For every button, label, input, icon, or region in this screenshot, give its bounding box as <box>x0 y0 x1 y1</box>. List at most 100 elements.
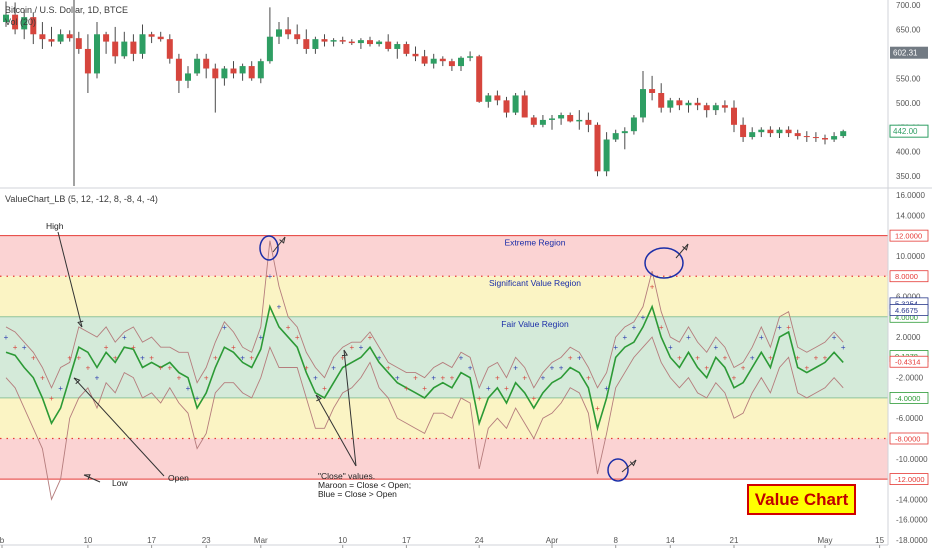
close-marker: + <box>22 343 27 352</box>
level-label: -4.0000 <box>895 394 920 403</box>
close-marker: + <box>359 343 364 352</box>
close-marker: + <box>113 353 118 362</box>
level-label-box <box>889 304 929 316</box>
close-marker: + <box>122 333 127 342</box>
time-tick-label: May <box>817 536 832 545</box>
highlight-arrow-low-head <box>629 459 637 467</box>
indicator-legend[interactable]: ValueChart_LB (5, 12, -12, 8, -8, 4, -4) <box>5 194 158 204</box>
candle-body <box>348 41 355 44</box>
time-tick-label: 24 <box>475 536 484 545</box>
candle-body <box>667 100 674 108</box>
candle-body <box>166 39 173 59</box>
candle-body <box>812 137 819 139</box>
candle-body <box>185 73 191 81</box>
close-marker: + <box>550 364 555 373</box>
vc-tick-label: 16.0000 <box>896 191 925 200</box>
candle-body <box>749 132 756 138</box>
close-marker: + <box>741 364 746 373</box>
candle-body <box>139 34 146 54</box>
close-marker: + <box>814 353 819 362</box>
close-marker: + <box>586 374 591 383</box>
level-label-box <box>889 392 929 404</box>
arrow-low <box>83 474 101 483</box>
value-region <box>0 438 888 480</box>
price-tick-label: 650.00 <box>896 25 921 34</box>
candle-body <box>476 56 483 102</box>
close-marker: + <box>95 374 100 383</box>
arrow-close-a-head <box>341 349 348 357</box>
price-tick-label: 500.00 <box>896 99 921 108</box>
close-marker: + <box>131 343 136 352</box>
close-marker: + <box>167 364 172 373</box>
price-tick-label: 350.00 <box>896 172 921 181</box>
candle-body <box>84 48 91 74</box>
candle-body <box>394 44 401 49</box>
time-tick-label: 14 <box>666 536 675 545</box>
annotations: High Low Open "Close" values.Maroon = Close… <box>46 221 689 499</box>
close-marker: + <box>622 333 627 342</box>
time-tick-label: 21 <box>730 536 739 545</box>
candle-body <box>48 39 55 42</box>
close-marker: + <box>823 353 828 362</box>
region-label: Fair Value Region <box>501 319 569 329</box>
vc-tick-label: 6.0000 <box>896 293 921 302</box>
candle-body <box>12 14 19 30</box>
annotation-open: Open <box>168 473 189 483</box>
close-marker: + <box>76 353 81 362</box>
close-marker: + <box>795 353 800 362</box>
close-marker: + <box>559 364 564 373</box>
highlight-arrow-low <box>621 459 637 473</box>
candle-body <box>603 139 610 172</box>
candle-body <box>239 66 246 74</box>
level-label: -0.4314 <box>895 358 920 367</box>
close-marker: + <box>186 384 191 393</box>
close-marker: + <box>386 364 391 373</box>
highlight-arrow-apr-head <box>682 243 689 251</box>
close-marker: + <box>704 364 709 373</box>
highlight-arrow-apr <box>675 243 689 259</box>
candle-body <box>485 95 492 102</box>
time-tick-label: 17 <box>147 536 156 545</box>
volume-legend[interactable]: Vol (20) <box>5 17 37 27</box>
candle-body <box>458 57 464 67</box>
close-marker: + <box>340 353 345 362</box>
close-marker: + <box>440 374 445 383</box>
candle-body <box>175 58 182 81</box>
candle-body <box>831 136 838 140</box>
level-label: 4.6675 <box>895 306 918 315</box>
candle-body <box>549 118 555 120</box>
value-chart-pane: Extreme Region Significant Value Region Fa… <box>0 235 888 501</box>
highlight-circle-low <box>607 458 629 482</box>
close-marker: + <box>40 374 45 383</box>
candle-body <box>103 34 110 42</box>
close-marker: + <box>577 353 582 362</box>
value-chart-badge: Value Chart <box>747 484 856 515</box>
level-label-box <box>889 432 929 445</box>
value-region <box>0 397 888 439</box>
vc-tick-label: -16.0000 <box>896 516 928 525</box>
close-marker: + <box>31 353 36 362</box>
close-marker: + <box>222 323 227 332</box>
close-marker: + <box>268 272 273 281</box>
value-region <box>0 276 888 317</box>
close-marker: + <box>804 364 809 373</box>
time-tick-label: Apr <box>546 536 559 545</box>
arrow-high <box>57 231 83 328</box>
candle-body <box>558 115 565 119</box>
candle-body <box>357 40 364 44</box>
candle-body <box>494 95 501 101</box>
low-band-line <box>5 336 844 501</box>
time-tick-label: Mar <box>254 536 268 545</box>
candle-body <box>822 138 828 140</box>
symbol-title[interactable]: Bitcoin / U.S. Dollar, 1D, BTCE <box>5 5 129 15</box>
candle-body <box>39 34 46 40</box>
high-band-line <box>5 240 844 390</box>
close-marker: + <box>677 353 682 362</box>
close-marker: + <box>650 282 655 291</box>
candle-body <box>685 102 692 106</box>
candle-body <box>285 29 292 35</box>
arrow-open-head <box>73 377 81 385</box>
annotation-close-note: Blue = Close > Open <box>318 489 397 499</box>
candle-body <box>703 105 710 111</box>
candle-body <box>367 40 373 45</box>
